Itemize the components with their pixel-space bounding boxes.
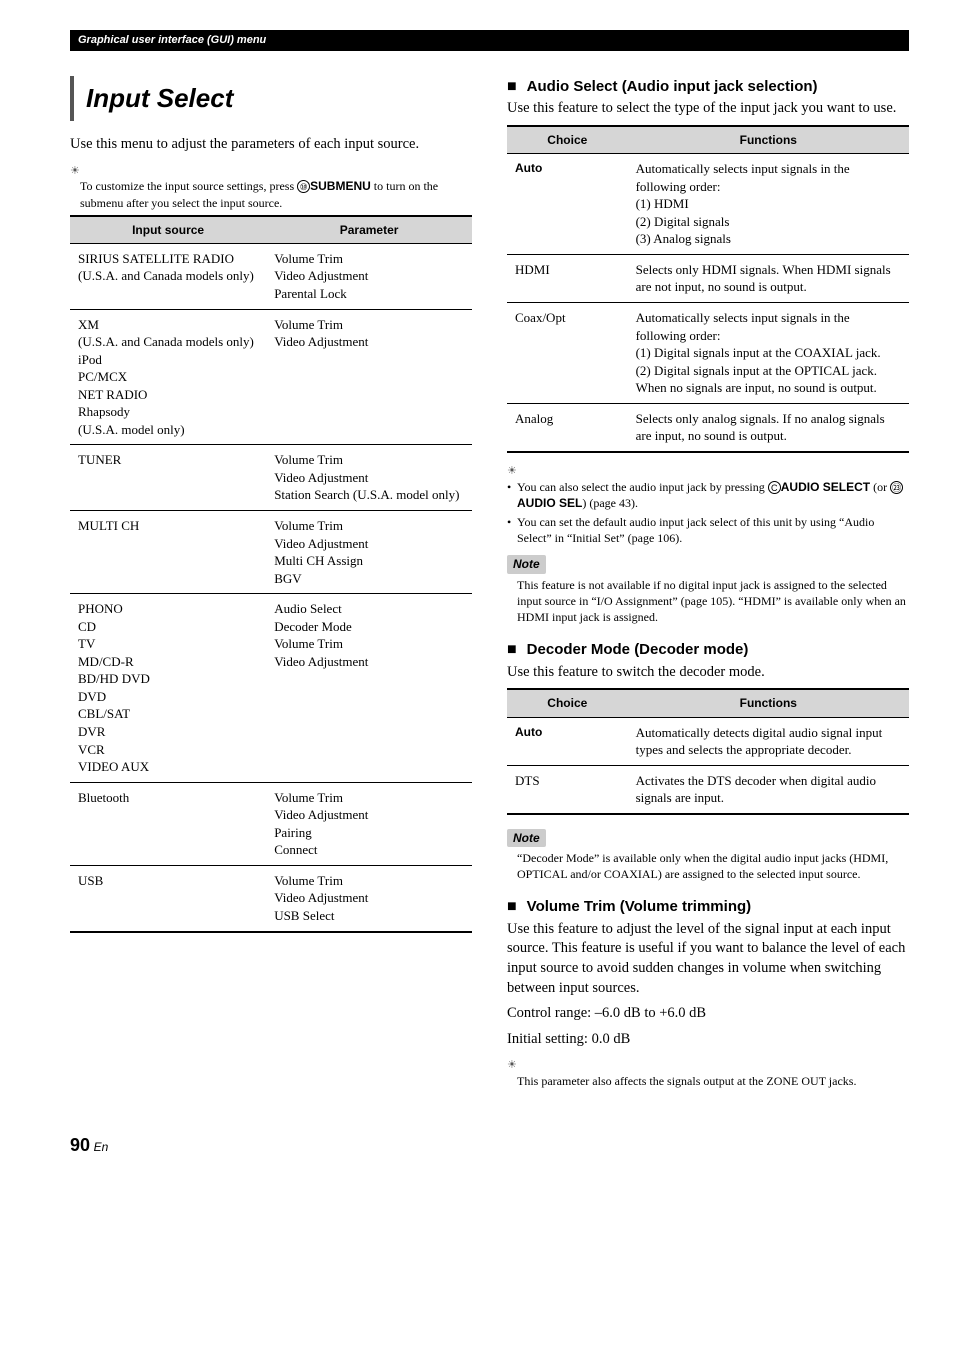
table-row: AutoAutomatically selects input signals … (507, 154, 909, 255)
volume-trim-intro: Use this feature to adjust the level of … (507, 920, 909, 998)
audio-select-table: Choice Functions AutoAutomatically selec… (507, 125, 909, 453)
main-title: Input Select (86, 81, 460, 116)
square-icon: ■ (507, 898, 517, 915)
title-box: Input Select (70, 76, 472, 121)
note-label: Note (507, 555, 546, 573)
table-row: SIRIUS SATELLITE RADIO(U.S.A. and Canada… (70, 243, 472, 309)
audio-select-intro: Use this feature to select the type of t… (507, 99, 909, 119)
page-lang: En (94, 1140, 109, 1154)
square-icon: ■ (507, 78, 517, 95)
cell-choice: DTS (507, 765, 628, 814)
decoder-heading: ■ Decoder Mode (Decoder mode) (507, 639, 909, 661)
volume-trim-initial: Initial setting: 0.0 dB (507, 1030, 909, 1050)
table-row: HDMISelects only HDMI signals. When HDMI… (507, 254, 909, 302)
table-row: DTSActivates the DTS decoder when digita… (507, 765, 909, 814)
cell-param: Audio SelectDecoder ModeVolume TrimVideo… (266, 594, 472, 782)
customize-tip: To customize the input source settings, … (70, 178, 472, 210)
page-number: 90 (70, 1135, 90, 1155)
table-row: MULTI CHVolume TrimVideo AdjustmentMulti… (70, 511, 472, 594)
cell-source: PHONOCDTVMD/CD-RBD/HD DVDDVDCBL/SATDVRVC… (70, 594, 266, 782)
cell-choice: Auto (507, 154, 628, 255)
footer: 90 En (70, 1133, 909, 1157)
cell-choice: Analog (507, 403, 628, 452)
table-row: BluetoothVolume TrimVideo AdjustmentPair… (70, 782, 472, 865)
tip-icon (70, 161, 472, 179)
table-row: XM(U.S.A. and Canada models only)iPodPC/… (70, 309, 472, 445)
cell-choice: HDMI (507, 254, 628, 302)
th-source: Input source (70, 216, 266, 244)
tip1-post: ) (page 43). (582, 496, 638, 510)
cell-param: Volume TrimVideo AdjustmentUSB Select (266, 865, 472, 931)
volume-trim-range: Control range: –6.0 dB to +6.0 dB (507, 1004, 909, 1024)
left-column: Input Select Use this menu to adjust the… (70, 76, 472, 1093)
cell-func: Automatically detects digital audio sign… (628, 717, 909, 765)
volume-trim-heading-text: Volume Trim (Volume trimming) (527, 898, 751, 915)
cell-param: Volume TrimVideo AdjustmentPairingConnec… (266, 782, 472, 865)
note-label: Note (507, 829, 546, 847)
th-func: Functions (628, 689, 909, 717)
audio-select-tips: You can also select the audio input jack… (507, 479, 909, 547)
audio-tip-1: You can also select the audio input jack… (507, 479, 909, 511)
circle-c-icon: C (768, 481, 781, 494)
volume-trim-tip: This parameter also affects the signals … (507, 1073, 909, 1089)
audio-tip-2: You can set the default audio input jack… (507, 514, 909, 546)
cell-source: TUNER (70, 445, 266, 511)
cell-source: Bluetooth (70, 782, 266, 865)
square-icon: ■ (507, 641, 517, 658)
table-row: USBVolume TrimVideo AdjustmentUSB Select (70, 865, 472, 931)
table-row: AnalogSelects only analog signals. If no… (507, 403, 909, 452)
cell-param: Volume TrimVideo AdjustmentParental Lock (266, 243, 472, 309)
table-row: PHONOCDTVMD/CD-RBD/HD DVDDVDCBL/SATDVRVC… (70, 594, 472, 782)
decoder-note: “Decoder Mode” is available only when th… (507, 850, 909, 882)
table-row: TUNERVolume TrimVideo AdjustmentStation … (70, 445, 472, 511)
audio-select-heading: ■ Audio Select (Audio input jack selectio… (507, 76, 909, 98)
decoder-heading-text: Decoder Mode (Decoder mode) (527, 641, 749, 658)
header-bar: Graphical user interface (GUI) menu (70, 30, 909, 51)
right-column: ■ Audio Select (Audio input jack selectio… (507, 76, 909, 1093)
volume-trim-heading: ■ Volume Trim (Volume trimming) (507, 896, 909, 918)
th-func: Functions (628, 126, 909, 154)
decoder-table: Choice Functions AutoAutomatically detec… (507, 688, 909, 814)
cell-source: SIRIUS SATELLITE RADIO(U.S.A. and Canada… (70, 243, 266, 309)
circle-23-icon: ㉓ (890, 481, 903, 494)
cell-source: MULTI CH (70, 511, 266, 594)
tip1-b2: AUDIO SEL (517, 496, 582, 510)
th-choice: Choice (507, 689, 628, 717)
table-row: Coax/OptAutomatically selects input sign… (507, 303, 909, 404)
cell-param: Volume TrimVideo AdjustmentStation Searc… (266, 445, 472, 511)
cell-choice: Auto (507, 717, 628, 765)
tip-icon (507, 461, 909, 479)
tip1-mid: (or (870, 480, 890, 494)
intro-text: Use this menu to adjust the parameters o… (70, 135, 472, 155)
th-choice: Choice (507, 126, 628, 154)
decoder-intro: Use this feature to switch the decoder m… (507, 663, 909, 683)
table-row: AutoAutomatically detects digital audio … (507, 717, 909, 765)
cell-source: USB (70, 865, 266, 931)
tip1-pre: You can also select the audio input jack… (517, 480, 768, 494)
audio-select-note: This feature is not available if no digi… (507, 577, 909, 626)
input-source-table: Input source Parameter SIRIUS SATELLITE … (70, 215, 472, 933)
cell-choice: Coax/Opt (507, 303, 628, 404)
tip1-b1: AUDIO SELECT (781, 480, 870, 494)
cell-func: Selects only HDMI signals. When HDMI sig… (628, 254, 909, 302)
audio-select-heading-text: Audio Select (Audio input jack selection… (527, 78, 818, 95)
tip-pre: To customize the input source settings, … (80, 179, 297, 193)
tip-icon (507, 1055, 909, 1073)
circle-icon: ⑩ (297, 180, 310, 193)
th-param: Parameter (266, 216, 472, 244)
cell-func: Automatically selects input signals in t… (628, 303, 909, 404)
cell-param: Volume TrimVideo AdjustmentMulti CH Assi… (266, 511, 472, 594)
cell-source: XM(U.S.A. and Canada models only)iPodPC/… (70, 309, 266, 445)
cell-param: Volume TrimVideo Adjustment (266, 309, 472, 445)
cell-func: Activates the DTS decoder when digital a… (628, 765, 909, 814)
submenu-label: SUBMENU (310, 179, 371, 193)
cell-func: Selects only analog signals. If no analo… (628, 403, 909, 452)
cell-func: Automatically selects input signals in t… (628, 154, 909, 255)
